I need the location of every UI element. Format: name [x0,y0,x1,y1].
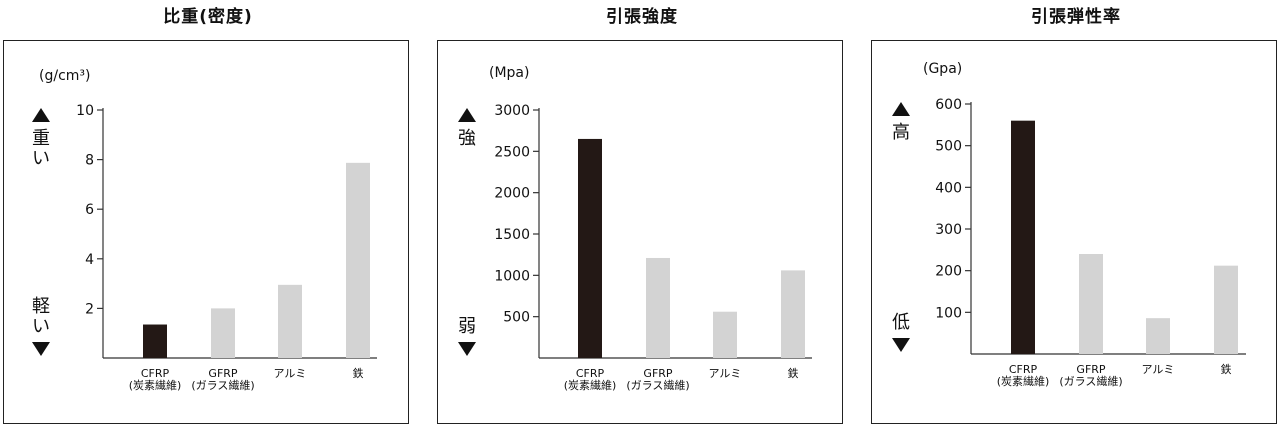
bar [781,270,805,358]
high-label-char: い [32,148,50,169]
tensile-strength-panel: 引張強度 (Mpa) 500 1000 1500 2000 2500 3000 CFRP (炭素… [437,0,847,427]
bar [1011,120,1035,355]
y-tick-label: 500 [935,139,962,155]
up-triangle-icon [892,102,910,116]
y-unit-label: (Gpa) [923,61,962,77]
y-tick-label: 100 [935,305,962,321]
bar [713,311,737,358]
y-tick-label: 1000 [494,268,530,284]
density-frame [3,40,409,424]
x-category-label: GFRP [208,367,237,380]
y-tick-label: 2 [85,301,94,317]
x-category-label: (ガラス繊維) [191,379,254,392]
density-title: 比重(密度) [163,7,253,27]
tensile-strength-title: 引張強度 [606,7,678,27]
down-triangle-icon [892,338,910,352]
up-triangle-icon [32,108,50,122]
y-tick-label: 1500 [494,227,530,243]
y-unit-label: (Mpa) [489,65,529,81]
y-tick-label: 6 [85,202,94,218]
x-category-label: 鉄 [353,366,364,380]
low-label-char: 低 [892,312,910,333]
x-category-label: CFRP [141,367,170,380]
x-category-label: アルミ [709,367,742,380]
bar [646,257,670,358]
bar [143,324,167,358]
x-category-label: 鉄 [788,366,799,380]
bar [578,138,602,358]
up-triangle-icon [458,108,476,122]
bar [278,284,302,358]
bar [1214,265,1238,354]
y-tick-label: 10 [76,103,94,119]
bar [346,162,370,358]
tensile-modulus-title: 引張弾性率 [1031,7,1121,27]
down-triangle-icon [32,342,50,356]
bar [211,308,235,358]
y-tick-label: 200 [935,264,962,280]
x-category-label: アルミ [274,367,307,380]
y-tick-label: 400 [935,180,962,196]
low-label-char: 弱 [458,316,476,337]
y-tick-label: 500 [503,310,530,326]
x-category-label: (ガラス繊維) [1059,375,1122,388]
density-panel: 比重(密度) (g/cm³) 2 4 6 8 10 CFRP (炭素繊維) GFRP (ガラス繊維… [3,0,413,427]
x-category-label: アルミ [1142,363,1175,376]
y-tick-label: 2500 [494,144,530,160]
high-label-char: 重 [32,128,50,149]
x-category-label: (炭素繊維) [564,379,617,392]
low-label-char: い [32,316,50,337]
y-tick-label: 4 [85,252,94,268]
tensile-strength-frame [437,40,843,424]
y-tick-label: 600 [935,97,962,113]
y-tick-label: 300 [935,222,962,238]
x-category-label: (炭素繊維) [129,379,182,392]
tensile-modulus-panel: 引張弾性率 (Gpa) 100 200 300 400 500 600 CFRP (炭素繊維) G… [871,0,1280,427]
high-label-char: 強 [458,128,476,149]
x-category-label: 鉄 [1221,362,1232,376]
high-label-char: 高 [892,122,910,143]
tensile-strength-chart: (Mpa) 500 1000 1500 2000 2500 3000 CFRP(炭素繊維) GF… [458,65,812,392]
y-unit-label: (g/cm³) [39,68,90,84]
x-category-label: CFRP [576,367,605,380]
down-triangle-icon [458,342,476,356]
y-tick-label: 8 [85,153,94,169]
x-category-label: (ガラス繊維) [626,379,689,392]
low-label-char: 軽 [32,296,50,317]
x-category-label: GFRP [1076,363,1105,376]
x-category-label: GFRP [643,367,672,380]
x-category-label: (炭素繊維) [997,375,1050,388]
tensile-modulus-frame [871,40,1277,424]
y-tick-label: 3000 [494,103,530,119]
tensile-modulus-chart: (Gpa) 100 200 300 400 500 600 CFRP(炭素繊維) GFRP(ガラ… [892,61,1246,388]
y-tick-label: 2000 [494,186,530,202]
bar [1079,254,1103,354]
x-category-label: CFRP [1009,363,1038,376]
bar [1146,318,1170,354]
